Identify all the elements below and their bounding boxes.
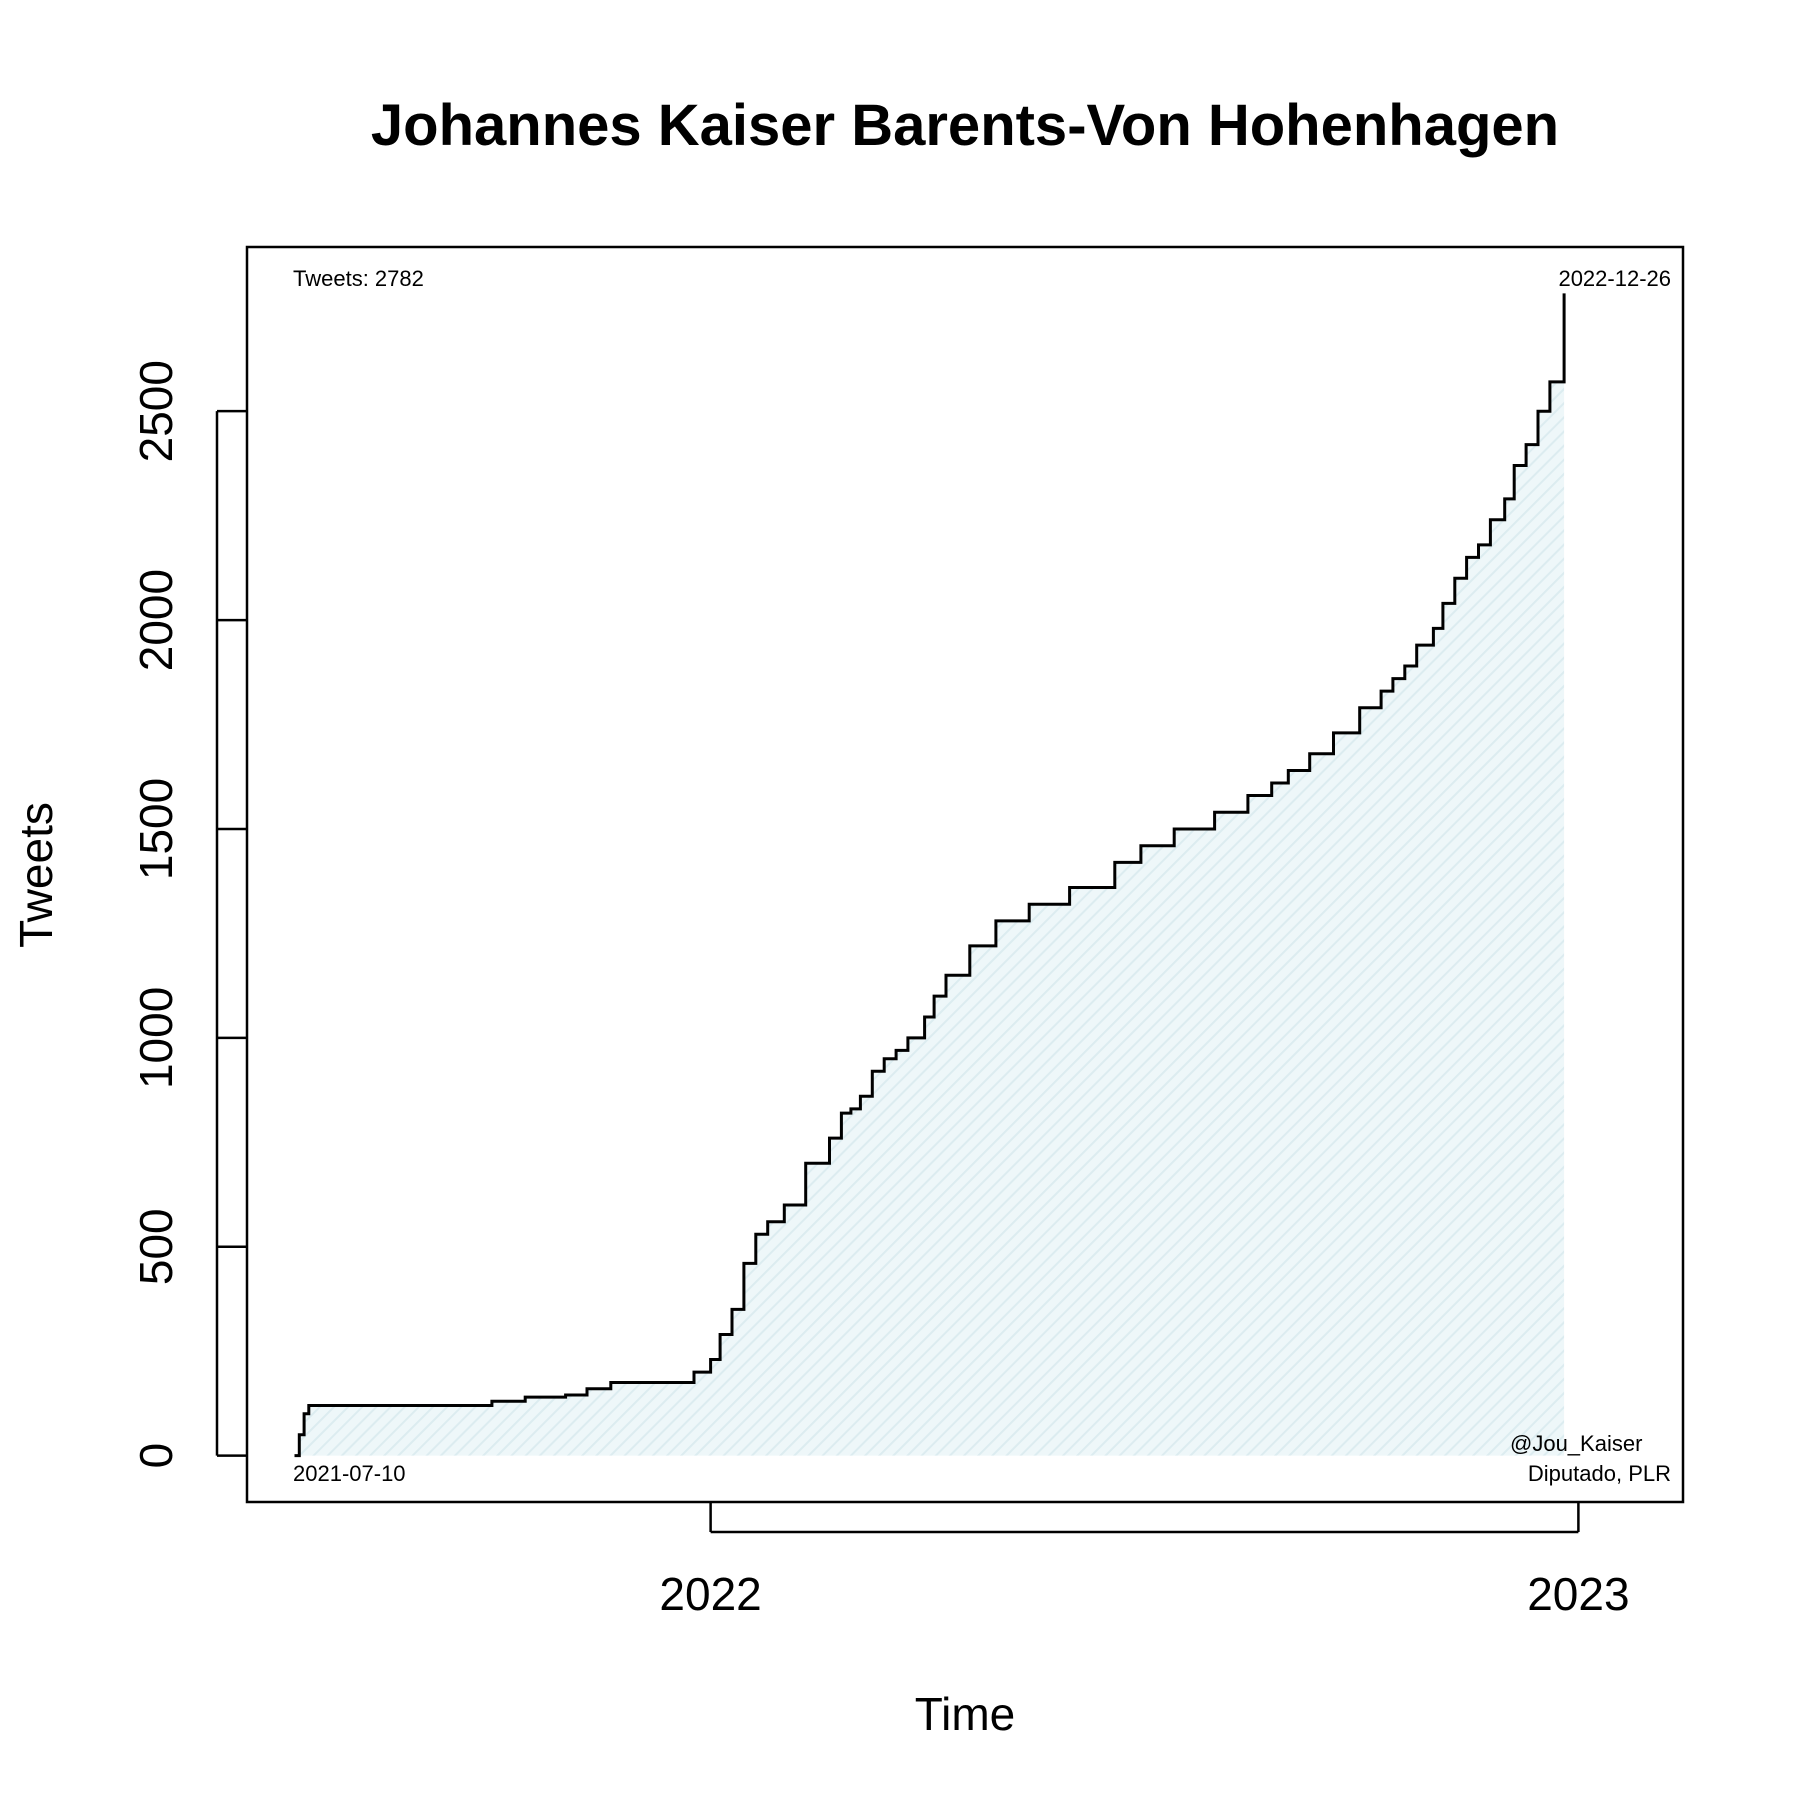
x-axis-title: Time	[915, 1688, 1016, 1740]
cumulative-area-fill	[294, 293, 1565, 1456]
handle-label: @Jou_Kaiser	[1510, 1431, 1642, 1456]
x-tick-label: 2022	[659, 1568, 761, 1620]
y-tick-label: 1000	[130, 987, 182, 1089]
plot-area	[294, 293, 1566, 1458]
tweet-count-label: Tweets: 2782	[293, 266, 424, 291]
y-axis: 0 500 1000 1500 2000 2500	[130, 360, 247, 1468]
chart-title: Johannes Kaiser Barents-Von Hohenhagen	[371, 93, 1559, 158]
start-date-label: 2021-07-10	[293, 1461, 406, 1486]
y-tick-label: 2500	[130, 360, 182, 462]
x-tick-label: 2023	[1527, 1568, 1629, 1620]
cumulative-tweets-line	[294, 293, 1566, 1458]
y-tick-label: 2000	[130, 569, 182, 671]
y-axis-title: Tweets	[10, 802, 62, 948]
x-axis: 2022 2023	[659, 1502, 1630, 1620]
plot-frame	[245, 245, 1685, 1504]
y-tick-label: 1500	[130, 778, 182, 880]
end-date-label: 2022-12-26	[1558, 266, 1671, 291]
y-tick-label: 0	[130, 1443, 182, 1469]
y-tick-label: 500	[130, 1208, 182, 1285]
role-label: Diputado, PLR	[1528, 1461, 1671, 1486]
